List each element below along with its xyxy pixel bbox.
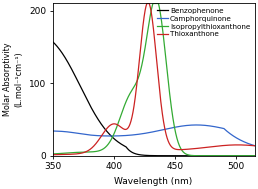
Y-axis label: Molar Absorptivity
(L.mol⁻¹cm⁻¹): Molar Absorptivity (L.mol⁻¹cm⁻¹) <box>3 43 23 116</box>
Isopropylthioxanthone <box>51 153 54 155</box>
Benzophenone <box>63 56 67 59</box>
Benzophenone <box>51 40 54 43</box>
Isopropylthioxanthone <box>168 97 172 99</box>
Thioxanthone <box>225 144 228 146</box>
Isopropylthioxanthone <box>253 155 256 157</box>
Camphorquinone <box>204 124 207 127</box>
Thioxanthone <box>253 145 256 147</box>
Camphorquinone <box>180 125 183 127</box>
Isopropylthioxanthone <box>204 155 207 157</box>
Thioxanthone <box>63 153 67 156</box>
Isopropylthioxanthone <box>225 155 228 157</box>
Thioxanthone <box>204 146 207 149</box>
Camphorquinone <box>51 130 54 132</box>
Camphorquinone <box>63 130 67 133</box>
Camphorquinone <box>174 126 177 128</box>
Isopropylthioxanthone <box>174 131 177 133</box>
Isopropylthioxanthone <box>180 149 183 151</box>
Benzophenone <box>168 155 171 157</box>
Thioxanthone <box>180 149 183 151</box>
Thioxanthone <box>168 144 172 146</box>
Camphorquinone <box>225 130 228 132</box>
Camphorquinone <box>195 124 198 126</box>
Thioxanthone <box>174 148 177 150</box>
Isopropylthioxanthone <box>151 2 155 5</box>
Line: Isopropylthioxanthone: Isopropylthioxanthone <box>53 3 255 156</box>
Benzophenone <box>174 155 177 157</box>
Benzophenone <box>204 155 207 157</box>
Isopropylthioxanthone <box>63 152 67 154</box>
Camphorquinone <box>253 144 256 147</box>
Line: Camphorquinone: Camphorquinone <box>53 125 255 146</box>
Benzophenone <box>180 155 183 157</box>
Line: Benzophenone: Benzophenone <box>53 42 255 156</box>
Thioxanthone <box>146 2 149 5</box>
Camphorquinone <box>168 127 171 129</box>
Benzophenone <box>253 155 256 157</box>
Benzophenone <box>225 155 228 157</box>
Legend: Benzophenone, Camphorquinone, Isopropylthioxanthone, Thioxanthone: Benzophenone, Camphorquinone, Isopropylt… <box>156 7 251 38</box>
X-axis label: Wavelength (nm): Wavelength (nm) <box>115 177 193 186</box>
Line: Thioxanthone: Thioxanthone <box>53 3 255 155</box>
Thioxanthone <box>51 154 54 156</box>
